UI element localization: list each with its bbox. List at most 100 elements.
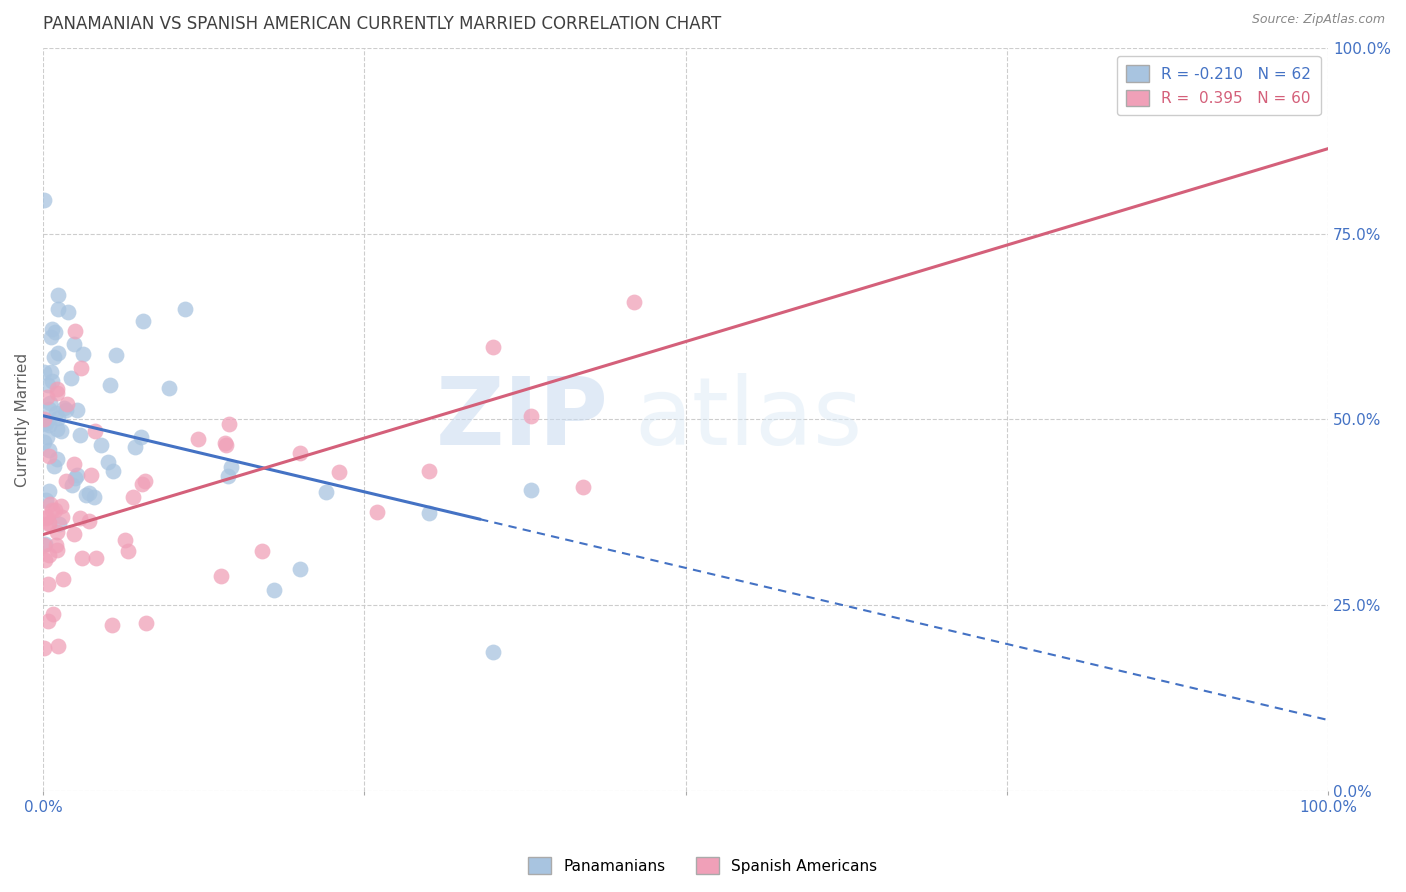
Text: atlas: atlas bbox=[634, 374, 862, 466]
Point bbox=[34, 537, 56, 551]
Point bbox=[250, 544, 273, 558]
Point bbox=[63, 324, 86, 338]
Point bbox=[623, 294, 645, 309]
Point bbox=[38, 442, 60, 457]
Point bbox=[63, 457, 86, 471]
Point bbox=[46, 386, 69, 401]
Text: ZIP: ZIP bbox=[436, 374, 609, 466]
Point bbox=[35, 510, 58, 524]
Point bbox=[100, 378, 122, 392]
Point bbox=[122, 491, 145, 505]
Point bbox=[328, 465, 350, 479]
Point bbox=[55, 474, 77, 488]
Point bbox=[70, 550, 93, 565]
Point bbox=[34, 411, 56, 425]
Point bbox=[69, 511, 91, 525]
Point bbox=[45, 452, 67, 467]
Point bbox=[60, 370, 83, 384]
Point bbox=[52, 401, 75, 416]
Point bbox=[34, 435, 56, 450]
Point bbox=[315, 485, 337, 500]
Point bbox=[35, 430, 58, 444]
Point bbox=[80, 467, 103, 482]
Point bbox=[32, 538, 55, 552]
Point bbox=[38, 516, 60, 530]
Point bbox=[366, 505, 388, 519]
Point bbox=[214, 438, 236, 452]
Point bbox=[520, 409, 543, 424]
Point bbox=[97, 455, 120, 469]
Point bbox=[39, 497, 62, 511]
Point bbox=[37, 378, 59, 392]
Point bbox=[62, 477, 84, 491]
Point bbox=[41, 322, 63, 336]
Point bbox=[56, 305, 79, 319]
Point bbox=[114, 533, 136, 548]
Point bbox=[38, 417, 60, 432]
Point bbox=[157, 381, 180, 395]
Point bbox=[56, 397, 79, 411]
Point bbox=[187, 432, 209, 446]
Point bbox=[32, 365, 55, 379]
Point bbox=[482, 645, 505, 659]
Point bbox=[38, 450, 60, 464]
Point bbox=[83, 491, 105, 505]
Point bbox=[482, 340, 505, 354]
Point bbox=[124, 441, 146, 455]
Point bbox=[101, 618, 124, 632]
Point bbox=[219, 459, 242, 474]
Point bbox=[42, 458, 65, 473]
Point bbox=[39, 330, 62, 344]
Point bbox=[44, 503, 66, 517]
Point bbox=[41, 502, 63, 516]
Point bbox=[70, 360, 93, 375]
Point bbox=[49, 500, 72, 514]
Point bbox=[129, 429, 152, 443]
Point bbox=[290, 562, 312, 576]
Point bbox=[218, 468, 240, 483]
Point bbox=[44, 326, 66, 340]
Point bbox=[84, 551, 107, 566]
Point bbox=[45, 538, 67, 552]
Point bbox=[46, 410, 69, 425]
Point bbox=[34, 193, 56, 207]
Point bbox=[66, 403, 89, 417]
Point bbox=[418, 506, 440, 520]
Text: PANAMANIAN VS SPANISH AMERICAN CURRENTLY MARRIED CORRELATION CHART: PANAMANIAN VS SPANISH AMERICAN CURRENTLY… bbox=[44, 15, 721, 33]
Point bbox=[41, 365, 63, 379]
Point bbox=[37, 577, 59, 591]
Point bbox=[37, 390, 59, 404]
Point bbox=[83, 425, 105, 439]
Point bbox=[132, 314, 155, 328]
Point bbox=[38, 548, 60, 562]
Point bbox=[77, 486, 100, 500]
Point bbox=[35, 492, 58, 507]
Point bbox=[90, 438, 112, 452]
Point bbox=[46, 382, 69, 396]
Point bbox=[134, 475, 156, 489]
Point bbox=[45, 407, 67, 421]
Point bbox=[39, 396, 62, 410]
Point bbox=[63, 337, 86, 351]
Point bbox=[66, 468, 89, 483]
Point bbox=[63, 471, 86, 485]
Point bbox=[135, 615, 157, 630]
Point bbox=[131, 476, 153, 491]
Point bbox=[290, 446, 312, 460]
Point bbox=[63, 527, 86, 541]
Point bbox=[79, 515, 101, 529]
Point bbox=[41, 374, 63, 388]
Point bbox=[218, 417, 240, 432]
Point bbox=[45, 543, 67, 558]
Point bbox=[34, 553, 56, 567]
Point bbox=[48, 346, 70, 360]
Point bbox=[105, 348, 128, 362]
Point bbox=[51, 509, 73, 524]
Point bbox=[418, 464, 440, 478]
Point bbox=[35, 509, 58, 524]
Point bbox=[46, 288, 69, 302]
Y-axis label: Currently Married: Currently Married bbox=[15, 352, 30, 486]
Point bbox=[35, 417, 58, 431]
Point bbox=[103, 464, 125, 478]
Point bbox=[55, 403, 77, 417]
